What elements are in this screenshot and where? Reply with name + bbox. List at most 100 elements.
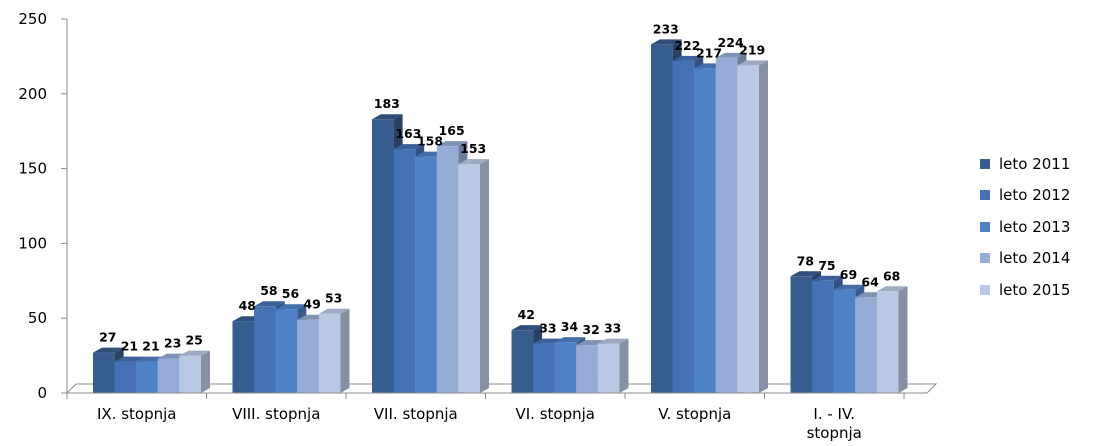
data-label: 32 [582,322,599,337]
bar-front [533,343,555,393]
bar-front [597,343,620,393]
bar-top [554,337,586,343]
bar-top [179,350,210,356]
bar [458,159,489,393]
bar-top [114,356,146,362]
legend-swatch [980,253,990,264]
y-tick-label: 50 [28,309,47,327]
bar-front [254,306,276,393]
bar [876,286,908,393]
legend-item: leto 2015 [980,274,1070,306]
bar-front [651,44,673,393]
x-tick-label: VI. stopnja [516,405,595,423]
bar-front [393,149,416,393]
legend-label: leto 2015 [999,280,1071,299]
data-label: 78 [797,253,814,268]
bar [179,350,210,393]
bar [597,338,629,393]
data-label: 68 [883,268,900,283]
bars-group [93,39,908,394]
data-label: 222 [674,38,700,53]
legend-swatch [980,158,990,169]
bar-side [619,338,629,393]
bar-front [737,65,759,393]
bar-front [458,164,480,393]
bar-front [93,352,115,393]
data-label: 153 [460,141,486,156]
data-label: 33 [604,321,621,336]
bar-front [554,342,577,393]
bar-front [672,60,695,393]
bar-top [372,114,403,120]
legend-item: leto 2013 [980,211,1070,243]
bar-top [511,325,543,331]
x-axis: IX. stopnja VIII. stopnja VII. stopnja VI. … [66,392,927,442]
data-label: 224 [718,35,744,50]
data-label: 217 [696,45,722,60]
bar-front [114,361,137,393]
bar-side [480,159,489,393]
bar-top [318,308,350,314]
data-label: 21 [121,339,138,354]
data-label: 25 [185,333,202,348]
bar-top [597,338,629,344]
data-label: 75 [818,258,835,273]
legend-label: leto 2013 [999,217,1071,236]
data-label: 64 [861,274,879,289]
data-label: 23 [164,336,181,351]
bar-top [275,304,307,310]
bar-front [157,358,180,393]
data-label: 48 [239,298,256,313]
data-label: 58 [260,283,277,298]
data-label: 33 [539,321,556,336]
bar-side [201,350,210,393]
y-tick-label: 250 [18,10,47,28]
legend-swatch [980,284,990,295]
bar-front [694,68,716,394]
bar-top [876,286,908,292]
bar-front [297,319,319,393]
legend-label: leto 2014 [999,249,1071,268]
bar-side [898,286,908,393]
data-label: 163 [395,126,421,141]
bar-top [833,284,865,290]
x-tick-label: VII. stopnja [374,405,458,423]
bar-front [179,355,201,393]
legend-item: leto 2014 [980,243,1070,275]
bar-front [136,361,158,393]
bar-front [812,280,834,393]
y-tick-label: 200 [18,85,47,103]
legend-item: leto 2011 [980,148,1070,180]
bar-front [436,146,459,393]
bar-front [876,291,899,393]
bar-front [232,321,255,393]
data-label: 27 [99,330,116,345]
legend: leto 2011 leto 2012 leto 2013 leto 2014 leto… [980,148,1070,306]
data-label: 21 [142,339,159,354]
data-label: 42 [518,307,535,322]
bar-front [855,297,877,393]
data-label: 183 [374,96,400,111]
legend-swatch [980,221,990,232]
data-label: 165 [439,123,465,138]
bar-front [275,309,298,393]
data-label: 233 [653,21,679,36]
bar-top [812,275,843,281]
bar-front [715,57,738,394]
data-label: 158 [417,134,443,149]
y-axis: 0 50 100 150 200 250 [18,10,68,402]
legend-label: leto 2012 [999,186,1071,205]
data-label: 49 [303,297,320,312]
bar-side [340,308,350,393]
bar-top [651,39,682,45]
bar-top [458,159,489,165]
x-tick-label: VIII. stopnja [232,405,320,423]
bar-top [737,60,768,66]
data-label: 219 [739,42,765,57]
bar-front [372,119,394,394]
bar-side [759,60,768,393]
bar-top [436,141,468,147]
bar-front [790,276,813,393]
